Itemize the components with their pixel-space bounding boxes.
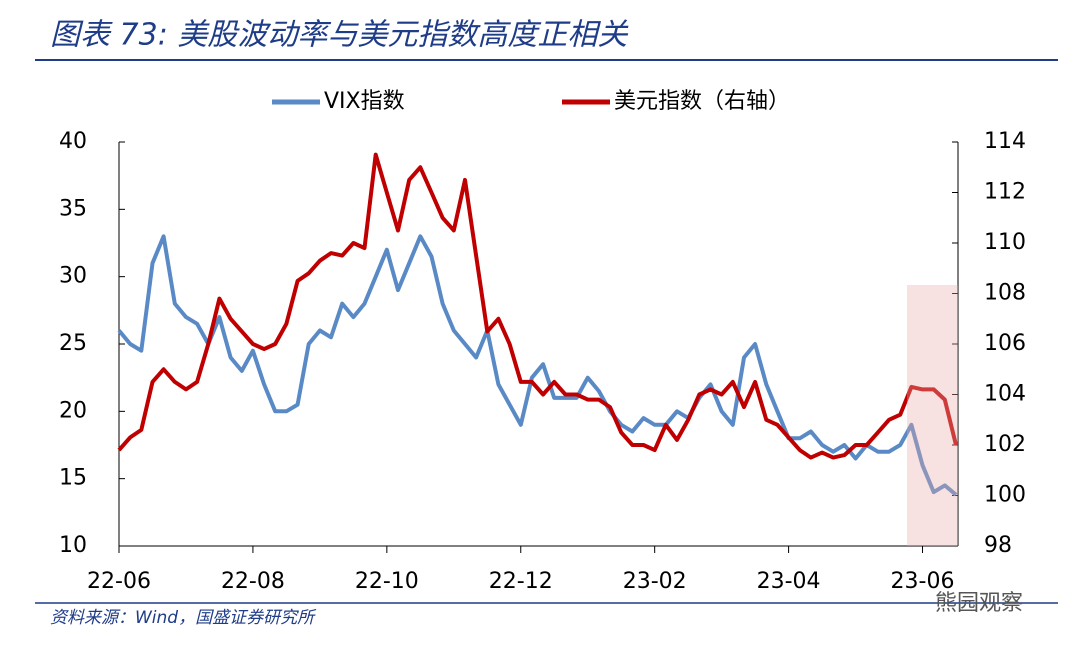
y2-tick-label: 108 — [984, 281, 1026, 306]
y-tick-label: 35 — [59, 196, 87, 221]
y2-tick-label: 104 — [984, 382, 1026, 407]
y2-tick-label: 114 — [984, 129, 1026, 154]
watermark: 熊园观察 — [935, 591, 1023, 616]
y2-tick-label: 102 — [984, 432, 1026, 457]
x-tick-label: 22-06 — [87, 569, 151, 594]
x-tick-label: 22-08 — [221, 569, 285, 594]
plot-area: 10 15 20 25 30 35 40 98 100 102 104 106 108 110 112 114… — [59, 89, 1026, 594]
y2-tick-label: 110 — [984, 230, 1026, 255]
y-tick-label: 10 — [59, 533, 87, 558]
chart-title: 图表 73: 美股波动率与美元指数高度正相关 — [50, 18, 629, 53]
legend-label: 美元指数（右轴） — [614, 89, 790, 114]
series-line — [117, 152, 958, 460]
series-line — [117, 234, 958, 497]
highlight-region — [907, 285, 958, 546]
x-tick-label: 23-06 — [891, 569, 955, 594]
y2-tick-label: 100 — [984, 483, 1026, 508]
y-tick-label: 40 — [59, 129, 87, 154]
y2-tick-label: 106 — [984, 331, 1026, 356]
legend-label: VIX指数 — [324, 89, 405, 114]
y-tick-label: 15 — [59, 466, 87, 491]
x-tick-label: 23-04 — [757, 569, 821, 594]
y2-tick-label: 98 — [984, 533, 1012, 558]
x-tick-label: 22-12 — [489, 569, 553, 594]
y-tick-label: 20 — [59, 398, 87, 423]
y-tick-label: 25 — [59, 331, 87, 356]
x-tick-label: 23-02 — [623, 569, 687, 594]
y-tick-label: 30 — [59, 264, 87, 289]
y2-tick-label: 112 — [984, 180, 1026, 205]
x-tick-label: 22-10 — [355, 569, 419, 594]
source: 资料来源：Wind，国盛证券研究所 — [50, 608, 317, 628]
